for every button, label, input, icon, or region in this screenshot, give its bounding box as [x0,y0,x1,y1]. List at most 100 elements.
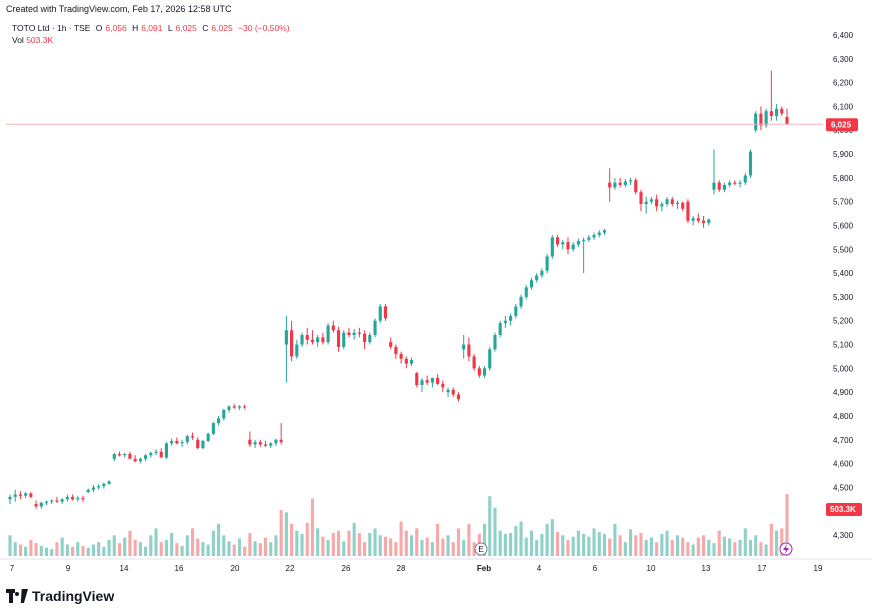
volume-bar [295,530,299,556]
candle-body [253,442,257,445]
volume-bar [608,538,612,556]
candle-body [300,335,304,345]
candle-body [352,332,356,335]
candle-body [373,320,377,335]
candle-body [222,410,226,419]
candle-body [13,494,17,497]
volume-bar [628,529,633,556]
candle-body [649,199,653,202]
volume-bar [696,537,700,556]
volume-bar [305,522,309,556]
candle-body [550,237,554,257]
candle-body [503,320,507,324]
candle-body [529,280,534,288]
volume-bar [243,546,247,556]
volume-bar [451,542,455,556]
volume-bar [342,541,346,556]
volume-bar [154,528,158,556]
volume-bar [321,536,325,556]
volume-bar [97,542,101,556]
volume-bar [587,536,591,556]
volume-bar [644,539,648,556]
volume-bar [712,543,716,556]
time-axis[interactable]: 7 9 14 16 20 22 26 28 Feb 4 6 10 13 17 19 [0,558,872,573]
volume-bar [284,512,288,556]
candle-body [540,270,544,276]
candle-body [144,455,148,459]
volume-bar [748,539,753,556]
candle-body [707,219,711,224]
candle-body [217,418,221,424]
candle-body [76,498,80,500]
volume-bar [425,537,429,556]
price-tick-label: 4,300 [833,531,854,540]
volume-bar [50,549,54,556]
volume-bar [326,539,330,556]
volume-bar [404,530,408,556]
candle-body [149,452,153,456]
volume-bar [159,542,163,556]
candle-body [8,496,12,500]
candle-body [592,235,596,238]
event-markers[interactable]: E [474,542,793,556]
candle-body [71,496,75,500]
volume-bar [383,536,388,556]
candle-body [107,481,111,484]
candle-body [305,335,309,340]
volume-bar [529,530,534,556]
volume-bar [535,539,539,556]
candle-body [206,433,210,441]
candle-body [190,436,195,438]
volume-bar [144,546,148,556]
volume-value: 503.3K [26,35,54,45]
volume-bar [503,533,507,556]
volume-bar [331,533,335,556]
candle-body [764,111,768,126]
volume-label: Vol [12,35,24,45]
earnings-marker-icon[interactable] [474,542,488,556]
candle-body [91,487,96,490]
candle-body [775,108,779,116]
volume-bar [675,535,680,556]
volume-bar [472,542,476,556]
volume-bar [394,542,398,556]
candle-body [681,202,685,209]
candle-body [482,368,487,376]
candle-body [399,354,403,359]
volume-bar [138,542,142,556]
candle-body [670,199,674,205]
candle-body [477,368,481,376]
candle-body [446,389,450,393]
volume-bar [498,530,502,556]
candle-body [728,182,732,185]
candle-body [555,237,560,245]
candle-body [211,423,215,434]
candle-body [60,499,64,502]
candle-body [472,356,476,369]
candle-body [561,242,565,245]
price-tick-label: 5,200 [833,317,854,326]
candle-body [722,185,726,190]
volume-bar [743,528,747,556]
price-tick-label: 5,600 [833,221,854,230]
candle-body [493,335,497,350]
volume-bar [378,535,382,556]
candle-body [462,344,466,350]
candle-body [675,202,680,205]
candle-body [154,451,158,453]
candle-body [237,406,242,408]
ohlc-legend: TOTO Ltd · 1h · TSE O 6,056 H 6,091 L 6,025… [12,23,293,33]
time-tick-label: 26 [342,564,351,573]
volume-bar [237,538,242,556]
tradingview-logo[interactable]: TradingView [6,588,114,604]
last-price-badge [826,118,858,132]
volume-bar [639,533,643,556]
symbol-label[interactable]: TOTO Ltd · 1h · TSE [12,23,91,33]
price-axis[interactable]: 6,4006,3006,2006,1006,0005,9005,8005,700… [833,31,854,540]
candle-body [331,325,335,331]
tradingview-logo-icon [6,589,28,603]
volume-bar [441,538,445,556]
candle-body [409,360,414,364]
candle-body [602,230,607,233]
